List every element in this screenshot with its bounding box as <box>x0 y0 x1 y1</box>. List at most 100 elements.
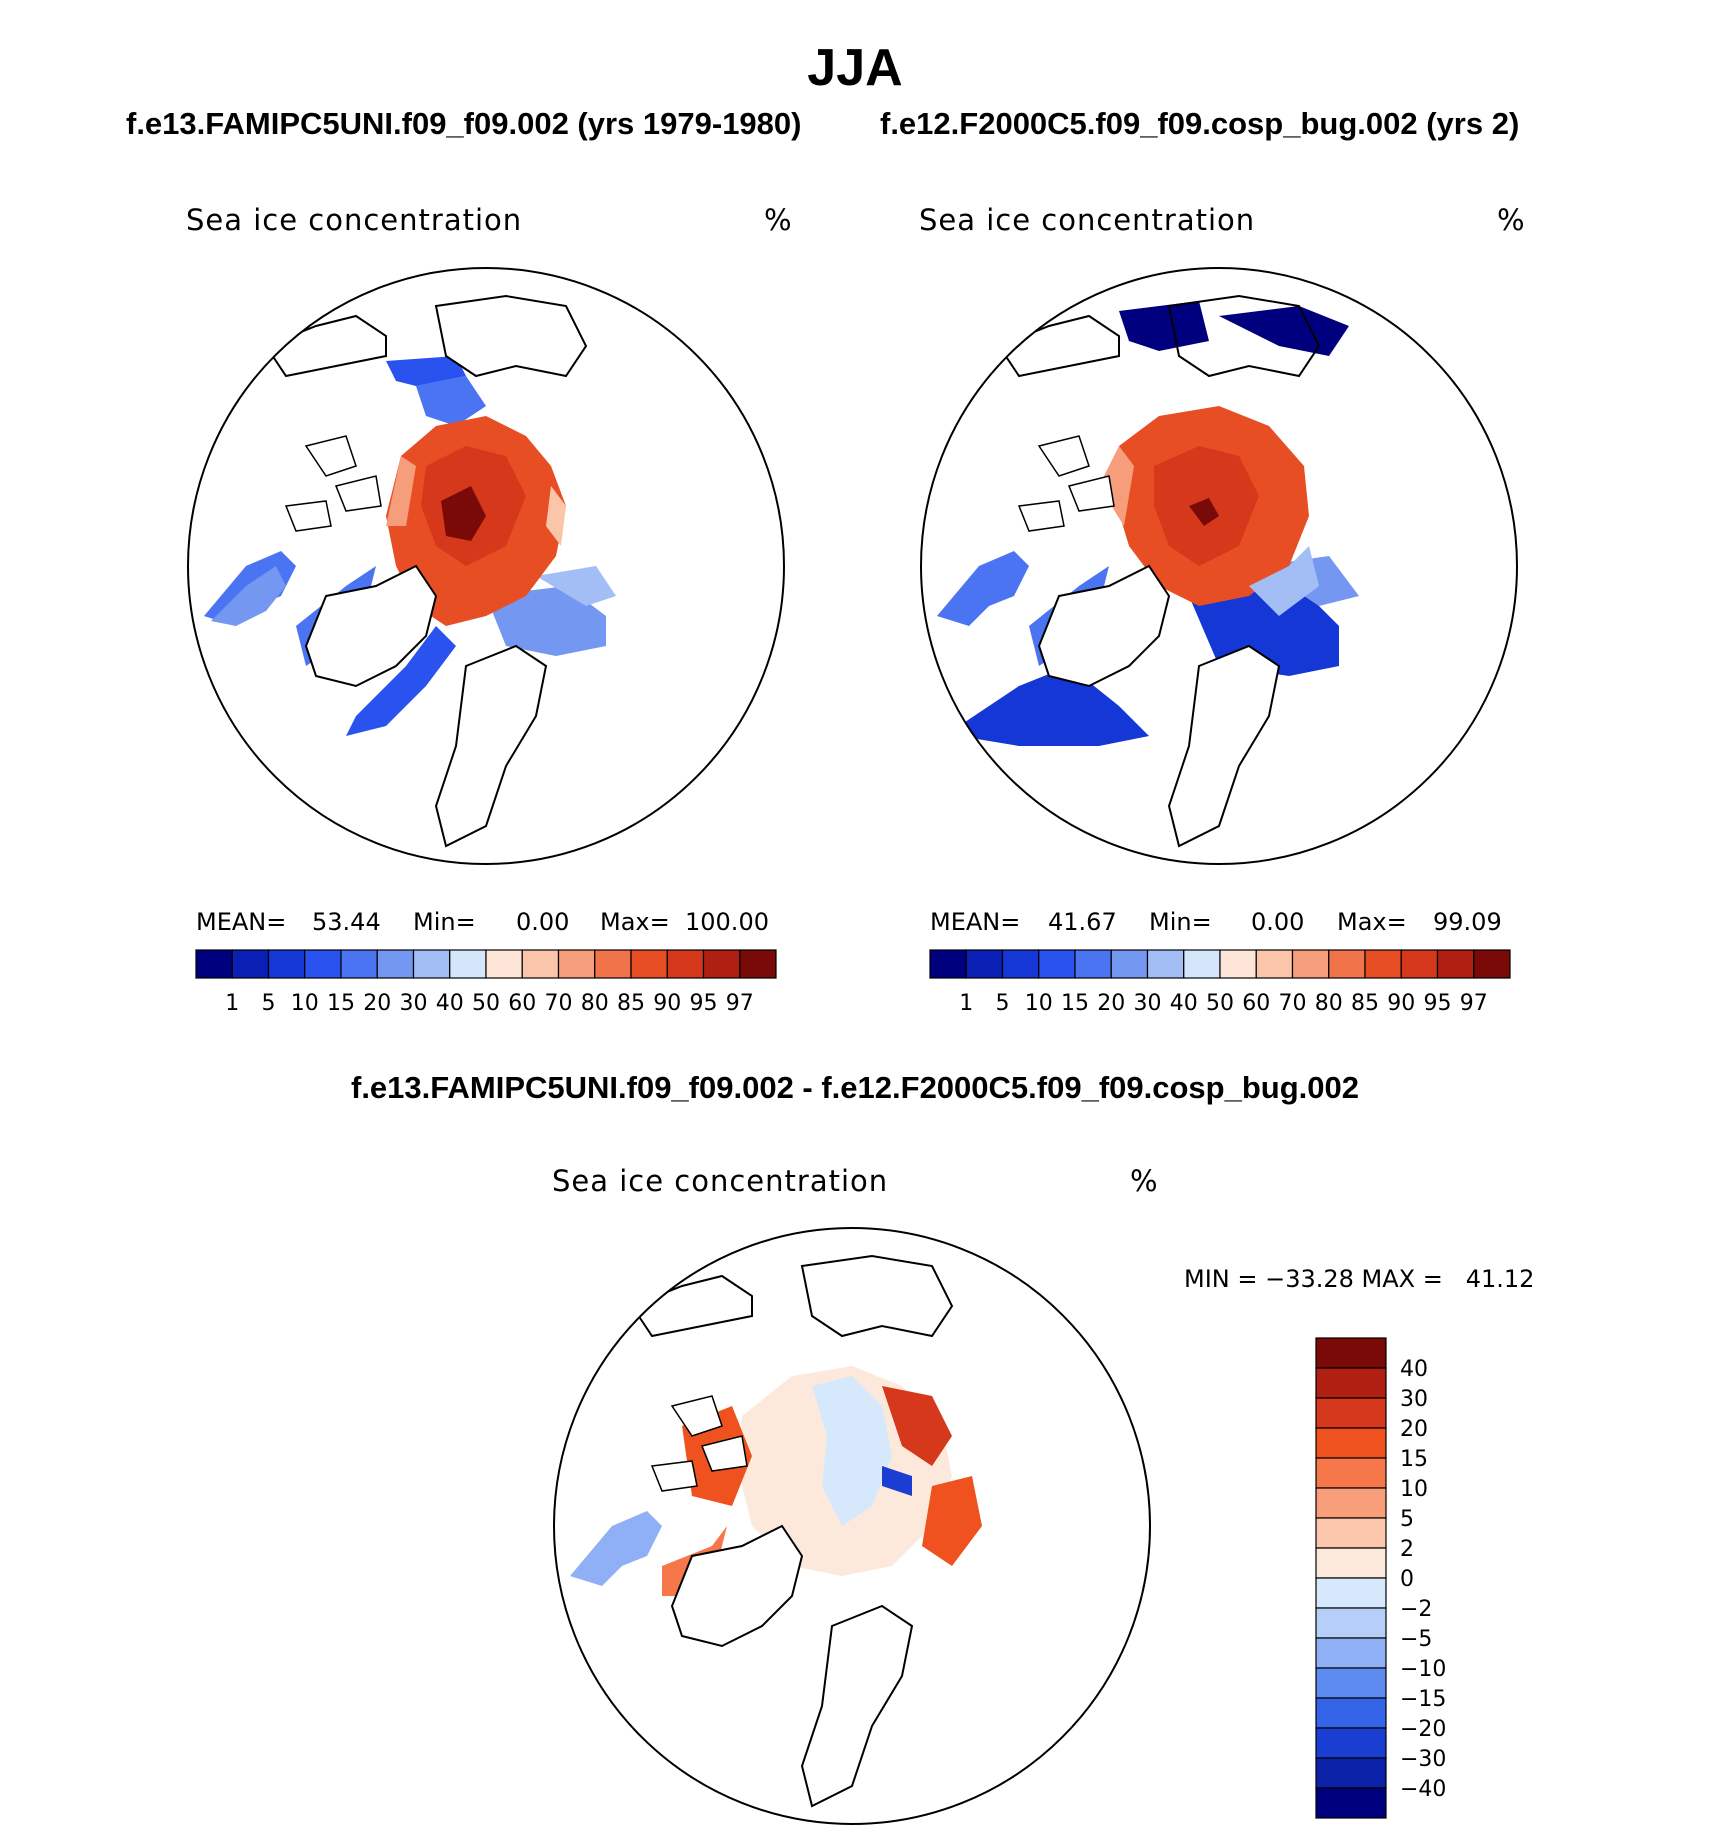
colorbar-swatch <box>557 949 596 979</box>
colorbar-swatch <box>449 949 487 979</box>
colorbar-swatch <box>231 949 270 979</box>
panel2-mean-label: MEAN= <box>930 908 1021 936</box>
east-greenland-ice <box>346 626 456 736</box>
colorbar-tick-label: 20 <box>363 991 391 1016</box>
panel3-variable-label: Sea ice concentration <box>552 1164 889 1198</box>
colorbar-swatch <box>1315 1667 1387 1699</box>
alaska-coast <box>264 314 387 378</box>
colorbar-tick-label: −30 <box>1400 1747 1446 1772</box>
ice-edge-lighter <box>546 486 566 546</box>
colorbar-swatch <box>1074 949 1112 979</box>
colorbar-swatch <box>304 949 342 979</box>
colorbar-swatch <box>1110 949 1149 979</box>
alaska-coast <box>630 1274 753 1338</box>
colorbar-tick-label: 2 <box>1400 1537 1414 1562</box>
colorbar-swatch <box>1315 1757 1387 1789</box>
colorbar-swatch <box>1328 949 1366 979</box>
colorbar-tick-label: 30 <box>1134 991 1162 1016</box>
bering-ice <box>416 376 486 426</box>
colorbar-swatch <box>1315 1547 1387 1579</box>
colorbar-swatch <box>1315 1727 1387 1759</box>
chukchi-ice <box>386 356 466 386</box>
panel1-variable-label: Sea ice concentration <box>186 203 523 237</box>
panel2-min-label: Min= <box>1149 908 1212 936</box>
panel3-subtitle: f.e13.FAMIPC5UNI.f09_f09.002 - f.e12.F20… <box>351 1070 1359 1105</box>
map-boundary <box>187 267 785 865</box>
colorbar-swatch <box>1219 949 1257 979</box>
colorbar-tick-label: 85 <box>1351 991 1379 1016</box>
greenland-land <box>670 1524 804 1648</box>
ice-edge-light <box>1099 446 1134 526</box>
colorbar-swatch <box>1315 1637 1387 1669</box>
colorbar-tick-label: −2 <box>1400 1597 1432 1622</box>
colorbar-tick-label: 10 <box>291 991 319 1016</box>
colorbar-swatch <box>1315 1427 1387 1459</box>
colorbar-tick-label: −10 <box>1400 1657 1446 1682</box>
colorbar-tick-label: 97 <box>1460 991 1488 1016</box>
colorbar-swatch <box>1436 949 1475 979</box>
diff-central-negative <box>812 1376 892 1526</box>
colorbar-tick-label: 95 <box>690 991 718 1016</box>
colorbar-swatch <box>376 949 415 979</box>
colorbar-tick-label: 95 <box>1424 991 1452 1016</box>
kara-ice <box>536 566 616 606</box>
colorbar-swatch <box>521 949 560 979</box>
colorbar-tick-label: −20 <box>1400 1717 1446 1742</box>
figure-title: JJA <box>807 39 903 97</box>
panel2-colorbar: 1 5 10 15 20 30 40 50 60 70 80 85 90 95 97 <box>929 949 1511 1016</box>
colorbar-tick-label: −15 <box>1400 1687 1446 1712</box>
colorbar-tick-label: 5 <box>996 991 1010 1016</box>
panel1-units-label: % <box>764 203 793 237</box>
colorbar-swatch <box>1315 1517 1387 1549</box>
colorbar-tick-label: 10 <box>1025 991 1053 1016</box>
map-boundary <box>553 1227 1151 1825</box>
colorbar-tick-label: 5 <box>262 991 276 1016</box>
colorbar-swatch <box>1001 949 1040 979</box>
colorbar-tick-label: 20 <box>1097 991 1125 1016</box>
siberia-coast <box>434 294 588 378</box>
colorbar-tick-label: 0 <box>1400 1567 1414 1592</box>
eurasia-coast <box>434 644 548 848</box>
hudson-bay-ice <box>211 566 286 626</box>
panel2-mean-value: 41.67 <box>1048 908 1117 936</box>
colorbar-tick-label: 30 <box>400 991 428 1016</box>
barents-ice <box>1189 586 1339 676</box>
colorbar-tick-label: 90 <box>1387 991 1415 1016</box>
archipelago-islands <box>1017 435 1115 532</box>
panel1-map <box>187 267 785 865</box>
siberia-ice <box>1119 301 1209 351</box>
panel1-min-label: Min= <box>413 908 476 936</box>
siberia-coast <box>1167 294 1321 378</box>
panel1-mean-label: MEAN= <box>196 908 287 936</box>
archipelago-islands <box>284 435 382 532</box>
colorbar-tick-label: 70 <box>1279 991 1307 1016</box>
alaska-coast <box>997 314 1120 378</box>
colorbar-tick-label: 20 <box>1400 1417 1428 1442</box>
panel2-min-value: 0.00 <box>1251 908 1305 936</box>
colorbar-tick-label: 10 <box>1400 1477 1428 1502</box>
colorbar-swatch <box>1315 1607 1387 1639</box>
colorbar-tick-label: 70 <box>545 991 573 1016</box>
colorbar-swatch <box>1291 949 1330 979</box>
colorbar-tick-label: 15 <box>327 991 355 1016</box>
panel2-variable-label: Sea ice concentration <box>919 203 1256 237</box>
colorbar-tick-label: 15 <box>1400 1447 1428 1472</box>
east-greenland-ice <box>959 666 1149 746</box>
colorbar-tick-label: 85 <box>617 991 645 1016</box>
panel2-max-label: Max= <box>1337 908 1407 936</box>
colorbar-swatch <box>630 949 668 979</box>
greenland-land <box>1037 564 1171 688</box>
colorbar-tick-label: 15 <box>1061 991 1089 1016</box>
panel1-subtitle: f.e13.FAMIPC5UNI.f09_f09.002 (yrs 1979-1… <box>126 106 802 141</box>
colorbar-swatch <box>1315 1787 1387 1819</box>
colorbar-tick-label: 60 <box>1242 991 1270 1016</box>
ice-edge-light <box>386 456 416 526</box>
colorbar-tick-label: 90 <box>653 991 681 1016</box>
map-boundary <box>920 267 1518 865</box>
colorbar-tick-label: 1 <box>959 991 973 1016</box>
colorbar-swatch <box>267 949 306 979</box>
colorbar-swatch <box>1183 949 1221 979</box>
colorbar-tick-label: 30 <box>1400 1387 1428 1412</box>
colorbar-swatch <box>340 949 378 979</box>
